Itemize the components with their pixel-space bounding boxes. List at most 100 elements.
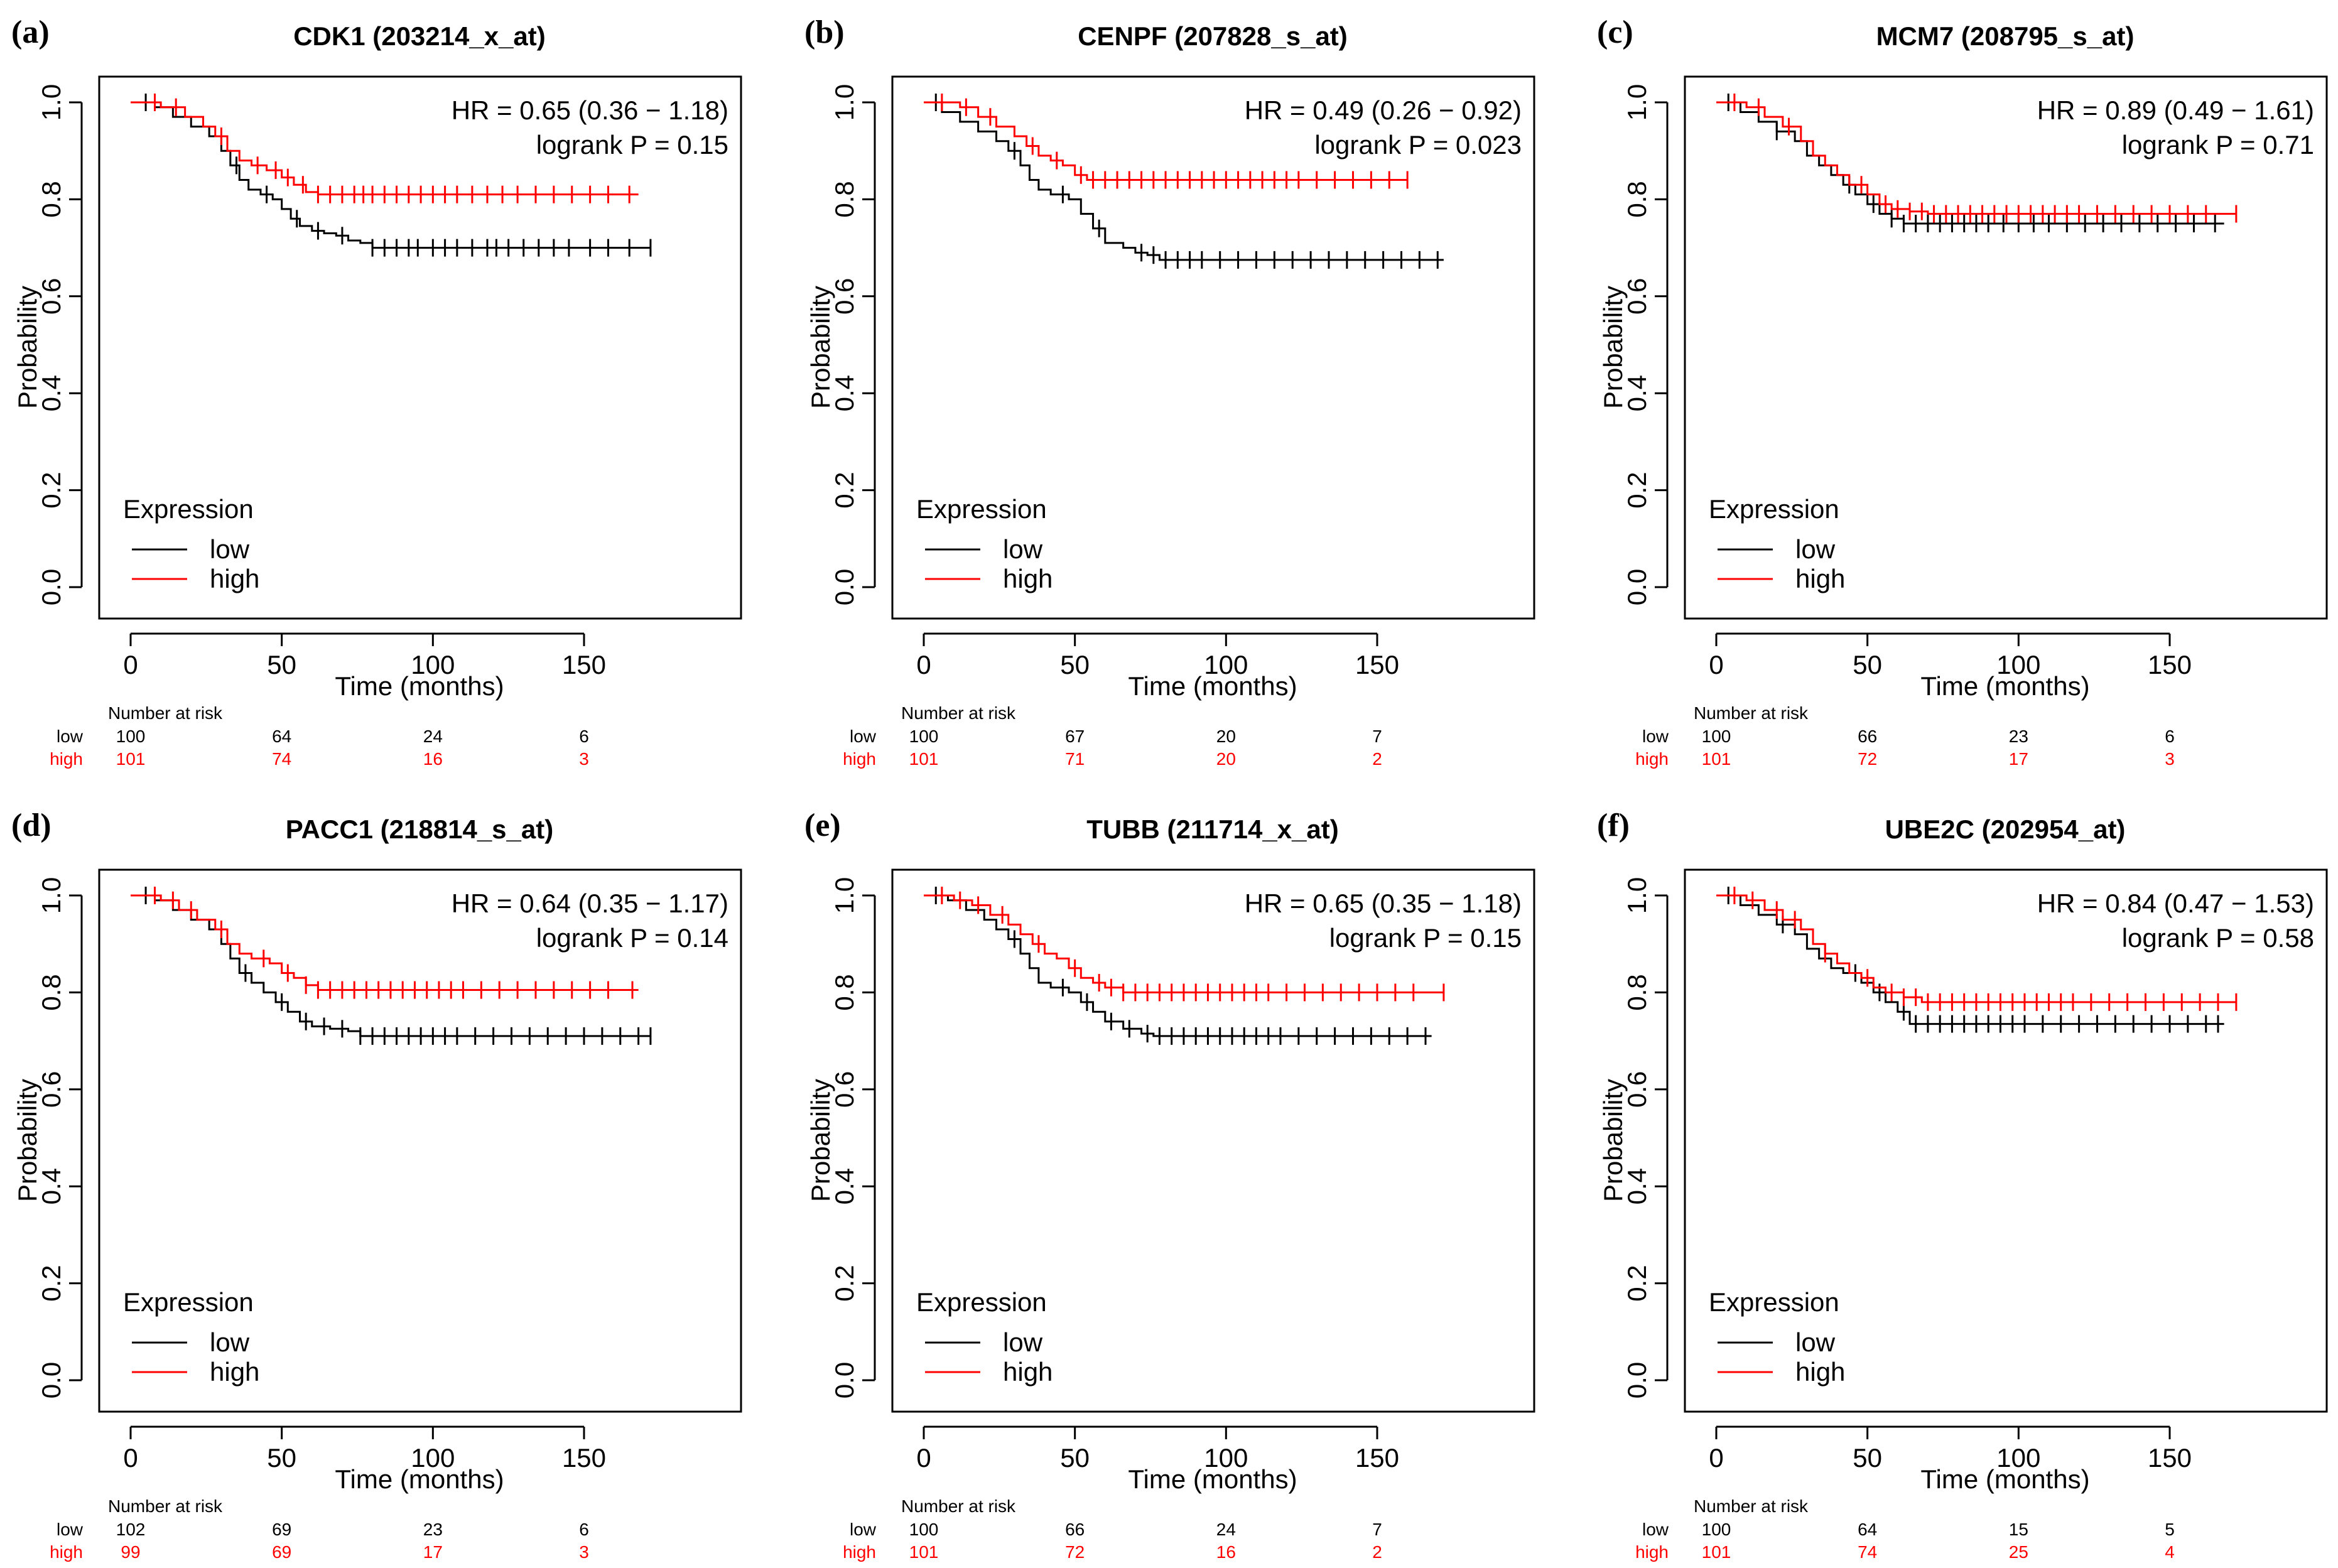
- risk-value-low: 100: [909, 727, 939, 746]
- y-tick-label: 1.0: [1622, 84, 1652, 121]
- x-tick-label: 100: [1204, 650, 1248, 679]
- logrank-p: logrank P = 0.15: [536, 130, 728, 160]
- y-tick-label: 0.8: [36, 181, 66, 217]
- risk-table-title: Number at risk: [901, 703, 1016, 723]
- risk-value-low: 6: [2165, 727, 2175, 746]
- risk-value-low: 7: [1372, 1520, 1382, 1539]
- plot-frame: [891, 75, 1535, 620]
- legend-label-low: low: [1795, 534, 1836, 564]
- risk-value-high: 72: [1858, 749, 1877, 769]
- risk-value-low: 20: [1216, 727, 1236, 746]
- risk-table-title: Number at risk: [108, 703, 223, 723]
- legend-title: Expression: [916, 494, 1047, 524]
- legend-title: Expression: [1709, 494, 1839, 524]
- risk-value-high: 101: [116, 749, 146, 769]
- risk-value-low: 6: [579, 1520, 589, 1539]
- risk-row-label-high: high: [1635, 749, 1669, 769]
- y-axis-label: Probability: [806, 286, 835, 409]
- x-tick-label: 0: [123, 650, 138, 679]
- x-axis-label: Time (months): [1128, 1464, 1297, 1494]
- risk-value-low: 23: [2009, 727, 2028, 746]
- hazard-ratio: HR = 0.89 (0.49 − 1.61): [2037, 95, 2314, 125]
- hazard-ratio: HR = 0.49 (0.26 − 0.92): [1245, 95, 1522, 125]
- x-tick-label: 150: [1355, 1443, 1399, 1473]
- risk-value-low: 102: [116, 1520, 146, 1539]
- risk-value-low: 66: [1858, 727, 1877, 746]
- risk-value-high: 72: [1065, 1542, 1085, 1562]
- x-axis-label: Time (months): [1128, 671, 1297, 701]
- panel-d: (d) PACC1 (218814_s_at) 0.0 0.2 0.4 0.6 0.8 1.0…: [11, 808, 742, 1562]
- x-tick-label: 100: [411, 1443, 455, 1473]
- risk-row-label-high: high: [1635, 1542, 1669, 1562]
- legend-title: Expression: [123, 1287, 254, 1317]
- risk-row-label-low: low: [57, 1520, 84, 1539]
- x-tick-label: 150: [562, 1443, 606, 1473]
- x-tick-label: 50: [267, 650, 296, 679]
- legend-label-high: high: [210, 1357, 259, 1387]
- hazard-ratio: HR = 0.84 (0.47 − 1.53): [2037, 889, 2314, 918]
- y-tick-label: 1.0: [36, 877, 66, 914]
- risk-value-high: 74: [272, 749, 291, 769]
- x-tick-label: 0: [123, 1443, 138, 1473]
- legend-title: Expression: [916, 1287, 1047, 1317]
- risk-value-high: 20: [1216, 749, 1236, 769]
- panel-title: PACC1 (218814_s_at): [286, 814, 553, 844]
- panel-letter: (c): [1597, 14, 1633, 50]
- risk-value-high: 4: [2165, 1542, 2175, 1562]
- panel-title: TUBB (211714_x_at): [1086, 814, 1339, 844]
- legend-label-high: high: [1003, 1357, 1053, 1387]
- x-tick-label: 150: [2148, 1443, 2192, 1473]
- y-axis-label: Probability: [13, 286, 42, 409]
- hazard-ratio: HR = 0.65 (0.35 − 1.18): [1245, 889, 1522, 918]
- panel-title: CDK1 (203214_x_at): [293, 21, 546, 51]
- risk-value-high: 16: [423, 749, 443, 769]
- risk-value-low: 100: [116, 727, 146, 746]
- y-axis-label: Probability: [1598, 286, 1628, 409]
- y-tick-label: 0.4: [36, 375, 66, 411]
- x-tick-label: 50: [1853, 1443, 1882, 1473]
- risk-table-title: Number at risk: [1694, 703, 1809, 723]
- risk-value-high: 69: [272, 1542, 291, 1562]
- logrank-p: logrank P = 0.023: [1314, 130, 1522, 160]
- km-curve-high: [131, 894, 639, 992]
- plot-frame: [98, 75, 742, 620]
- risk-value-high: 16: [1216, 1542, 1236, 1562]
- hazard-ratio: HR = 0.64 (0.35 − 1.17): [452, 889, 728, 918]
- legend-label-low: low: [1003, 1327, 1043, 1357]
- risk-value-low: 100: [909, 1520, 939, 1539]
- km-curve-high: [1716, 894, 2236, 1003]
- logrank-p: logrank P = 0.71: [2122, 130, 2314, 160]
- legend-label-low: low: [1003, 534, 1043, 564]
- panel-title: UBE2C (202954_at): [1885, 814, 2126, 844]
- y-tick-label: 0.6: [36, 278, 66, 315]
- risk-value-high: 2: [1372, 1542, 1382, 1562]
- panel-title: CENPF (207828_s_at): [1078, 21, 1348, 51]
- legend-label-high: high: [1795, 1357, 1845, 1387]
- x-tick-label: 50: [1060, 650, 1090, 679]
- panel-f: (f) UBE2C (202954_at) 0.0 0.2 0.4 0.6 0.8 1.0 Pr…: [1597, 808, 2328, 1562]
- panel-letter: (b): [804, 14, 845, 50]
- km-curve-low: [1716, 894, 2224, 1025]
- x-axis-label: Time (months): [1920, 1464, 2089, 1494]
- risk-row-label-low: low: [1642, 1520, 1669, 1539]
- y-tick-label: 0.0: [1622, 569, 1652, 605]
- y-axis-label: Probability: [1598, 1079, 1628, 1202]
- y-tick-label: 1.0: [1622, 877, 1652, 914]
- risk-value-high: 101: [1702, 749, 1731, 769]
- km-curve-low: [924, 894, 1432, 1037]
- x-tick-label: 100: [411, 650, 455, 679]
- risk-value-low: 64: [1858, 1520, 1877, 1539]
- risk-value-low: 6: [579, 727, 589, 746]
- risk-value-low: 7: [1372, 727, 1382, 746]
- risk-value-high: 17: [2009, 749, 2028, 769]
- y-tick-label: 0.4: [830, 1168, 859, 1204]
- risk-value-low: 15: [2009, 1520, 2028, 1539]
- x-tick-label: 50: [1853, 650, 1882, 679]
- risk-row-label-high: high: [843, 749, 876, 769]
- y-tick-label: 0.4: [36, 1168, 66, 1204]
- legend-label-high: high: [210, 564, 259, 593]
- risk-value-high: 74: [1858, 1542, 1877, 1562]
- legend-label-low: low: [210, 1327, 250, 1357]
- y-tick-label: 0.8: [830, 181, 859, 217]
